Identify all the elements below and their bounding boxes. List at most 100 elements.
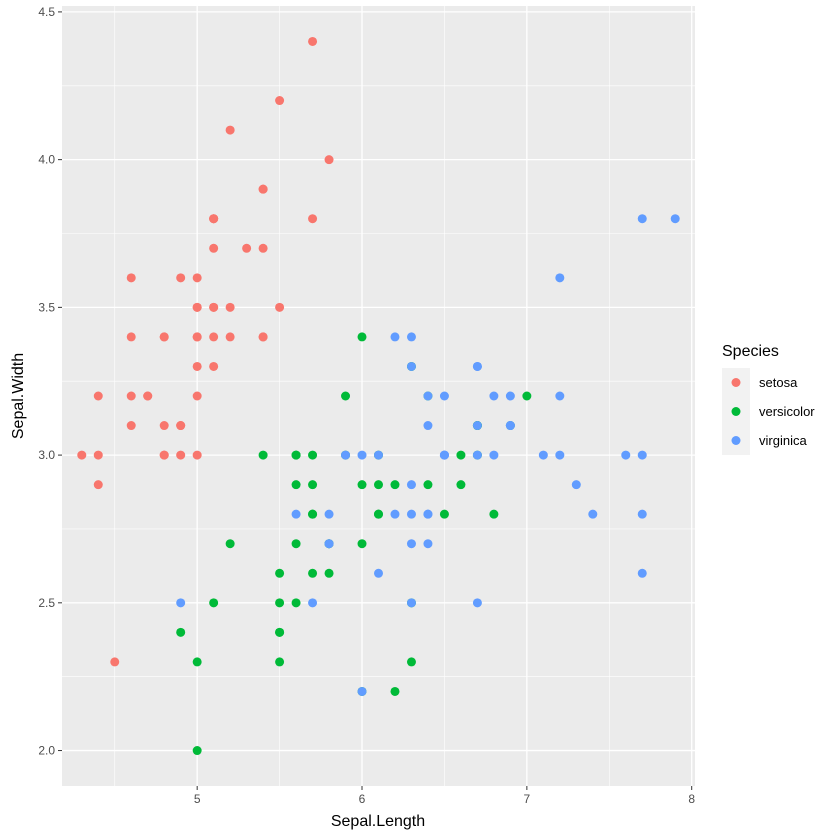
point-versicolor bbox=[357, 480, 367, 490]
point-setosa bbox=[258, 243, 268, 253]
point-virginica bbox=[555, 391, 565, 401]
y-tick-label: 4.5 bbox=[38, 5, 55, 19]
point-virginica bbox=[324, 539, 334, 549]
point-versicolor bbox=[489, 509, 499, 519]
point-versicolor bbox=[258, 450, 268, 460]
point-virginica bbox=[423, 391, 433, 401]
point-virginica bbox=[423, 539, 433, 549]
point-setosa bbox=[159, 332, 169, 342]
point-virginica bbox=[406, 480, 416, 490]
point-setosa bbox=[176, 273, 186, 283]
legend: Species setosa versicolor virginica bbox=[722, 343, 815, 455]
point-versicolor bbox=[456, 450, 466, 460]
point-virginica bbox=[291, 509, 301, 519]
point-versicolor bbox=[308, 509, 318, 519]
point-virginica bbox=[357, 686, 367, 696]
point-virginica bbox=[472, 450, 482, 460]
point-virginica bbox=[637, 214, 647, 224]
point-versicolor bbox=[291, 539, 301, 549]
legend-key-versicolor bbox=[731, 407, 741, 416]
point-setosa bbox=[77, 450, 87, 460]
point-virginica bbox=[439, 391, 449, 401]
point-setosa bbox=[324, 155, 334, 165]
point-virginica bbox=[423, 509, 433, 519]
point-setosa bbox=[126, 332, 136, 342]
point-versicolor bbox=[225, 539, 235, 549]
point-virginica bbox=[555, 450, 565, 460]
point-versicolor bbox=[439, 509, 449, 519]
point-versicolor bbox=[308, 450, 318, 460]
point-setosa bbox=[110, 657, 120, 667]
point-setosa bbox=[275, 302, 285, 312]
point-virginica bbox=[406, 509, 416, 519]
x-axis-title: Sepal.Length bbox=[331, 813, 425, 830]
axis-ticks bbox=[58, 11, 693, 790]
point-setosa bbox=[126, 421, 136, 431]
point-virginica bbox=[505, 421, 515, 431]
point-setosa bbox=[225, 332, 235, 342]
data-points bbox=[77, 36, 680, 756]
point-versicolor bbox=[423, 480, 433, 490]
point-virginica bbox=[324, 509, 334, 519]
point-versicolor bbox=[192, 657, 202, 667]
point-virginica bbox=[406, 332, 416, 342]
point-setosa bbox=[93, 480, 103, 490]
point-setosa bbox=[126, 273, 136, 283]
point-virginica bbox=[637, 450, 647, 460]
point-versicolor bbox=[341, 391, 351, 401]
point-versicolor bbox=[456, 480, 466, 490]
point-versicolor bbox=[308, 568, 318, 578]
point-virginica bbox=[406, 361, 416, 371]
point-versicolor bbox=[357, 539, 367, 549]
point-versicolor bbox=[291, 450, 301, 460]
point-virginica bbox=[489, 391, 499, 401]
point-virginica bbox=[670, 214, 680, 224]
point-setosa bbox=[242, 243, 252, 253]
point-virginica bbox=[472, 361, 482, 371]
point-virginica bbox=[571, 480, 581, 490]
plot-background bbox=[62, 6, 695, 786]
major-gridlines bbox=[62, 6, 695, 786]
point-setosa bbox=[308, 214, 318, 224]
point-setosa bbox=[192, 391, 202, 401]
point-setosa bbox=[192, 361, 202, 371]
legend-title: Species bbox=[722, 343, 779, 360]
point-virginica bbox=[308, 598, 318, 608]
point-virginica bbox=[555, 273, 565, 283]
point-virginica bbox=[472, 598, 482, 608]
y-axis-tick-labels: 2.0 2.5 3.0 3.5 4.0 4.5 bbox=[38, 5, 55, 758]
point-virginica bbox=[406, 598, 416, 608]
x-tick-label: 8 bbox=[688, 792, 695, 806]
point-setosa bbox=[176, 450, 186, 460]
point-virginica bbox=[489, 450, 499, 460]
y-tick-label: 4.0 bbox=[38, 153, 55, 167]
point-setosa bbox=[209, 361, 219, 371]
point-setosa bbox=[159, 450, 169, 460]
point-virginica bbox=[341, 450, 351, 460]
point-setosa bbox=[258, 184, 268, 194]
legend-items: setosa versicolor virginica bbox=[722, 368, 815, 455]
point-virginica bbox=[538, 450, 548, 460]
point-versicolor bbox=[374, 509, 383, 519]
point-versicolor bbox=[192, 746, 202, 756]
point-setosa bbox=[192, 450, 202, 460]
point-virginica bbox=[439, 450, 449, 460]
point-versicolor bbox=[308, 480, 318, 490]
point-versicolor bbox=[209, 598, 219, 608]
point-virginica bbox=[423, 421, 433, 431]
point-virginica bbox=[357, 450, 367, 460]
legend-key-virginica bbox=[731, 436, 741, 445]
point-versicolor bbox=[390, 686, 400, 696]
point-setosa bbox=[225, 302, 235, 312]
point-setosa bbox=[176, 421, 186, 431]
point-setosa bbox=[192, 302, 202, 312]
point-virginica bbox=[588, 509, 598, 519]
x-tick-label: 5 bbox=[194, 792, 201, 806]
point-versicolor bbox=[374, 480, 383, 490]
point-setosa bbox=[209, 302, 219, 312]
x-tick-label: 6 bbox=[359, 792, 366, 806]
point-versicolor bbox=[275, 568, 285, 578]
point-virginica bbox=[374, 568, 383, 578]
y-tick-label: 3.5 bbox=[38, 300, 55, 314]
